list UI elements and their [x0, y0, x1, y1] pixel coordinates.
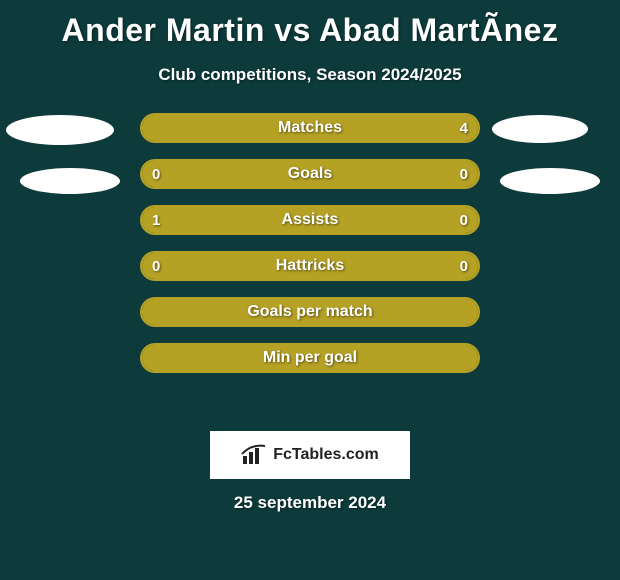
stat-row: Assists1 0 [140, 205, 480, 235]
stat-value-left: 1 [152, 207, 160, 233]
stat-value-right: 0 [460, 207, 468, 233]
bar-chart-icon [241, 444, 267, 466]
stat-value-left: 0 [152, 161, 160, 187]
stat-row: Goals per match [140, 297, 480, 327]
snapshot-date: 25 september 2024 [0, 493, 620, 513]
stat-label: Hattricks [142, 253, 478, 279]
page-title: Ander Martin vs Abad MartÃ­nez [0, 0, 620, 49]
stat-row: Matches4 [140, 113, 480, 143]
fctables-logo[interactable]: FcTables.com [210, 431, 410, 479]
player-avatar-placeholder [500, 168, 600, 194]
stat-value-right: 0 [460, 253, 468, 279]
stat-value-right: 4 [460, 115, 468, 141]
player-avatar-placeholder [492, 115, 588, 143]
player-avatar-placeholder [6, 115, 114, 145]
page-subtitle: Club competitions, Season 2024/2025 [0, 65, 620, 85]
stat-row: Hattricks0 0 [140, 251, 480, 281]
stat-value-left: 0 [152, 253, 160, 279]
logo-text: FcTables.com [273, 446, 379, 464]
stat-label: Goals per match [142, 299, 478, 325]
stat-label: Goals [142, 161, 478, 187]
player-avatar-placeholder [20, 168, 120, 194]
stat-value-right: 0 [460, 161, 468, 187]
stat-label: Min per goal [142, 345, 478, 371]
stat-row: Min per goal [140, 343, 480, 373]
stat-label: Assists [142, 207, 478, 233]
comparison-arena: Matches4Goals00Assists10Hattricks00Goals… [0, 113, 620, 413]
stat-label: Matches [142, 115, 478, 141]
stat-row: Goals0 0 [140, 159, 480, 189]
